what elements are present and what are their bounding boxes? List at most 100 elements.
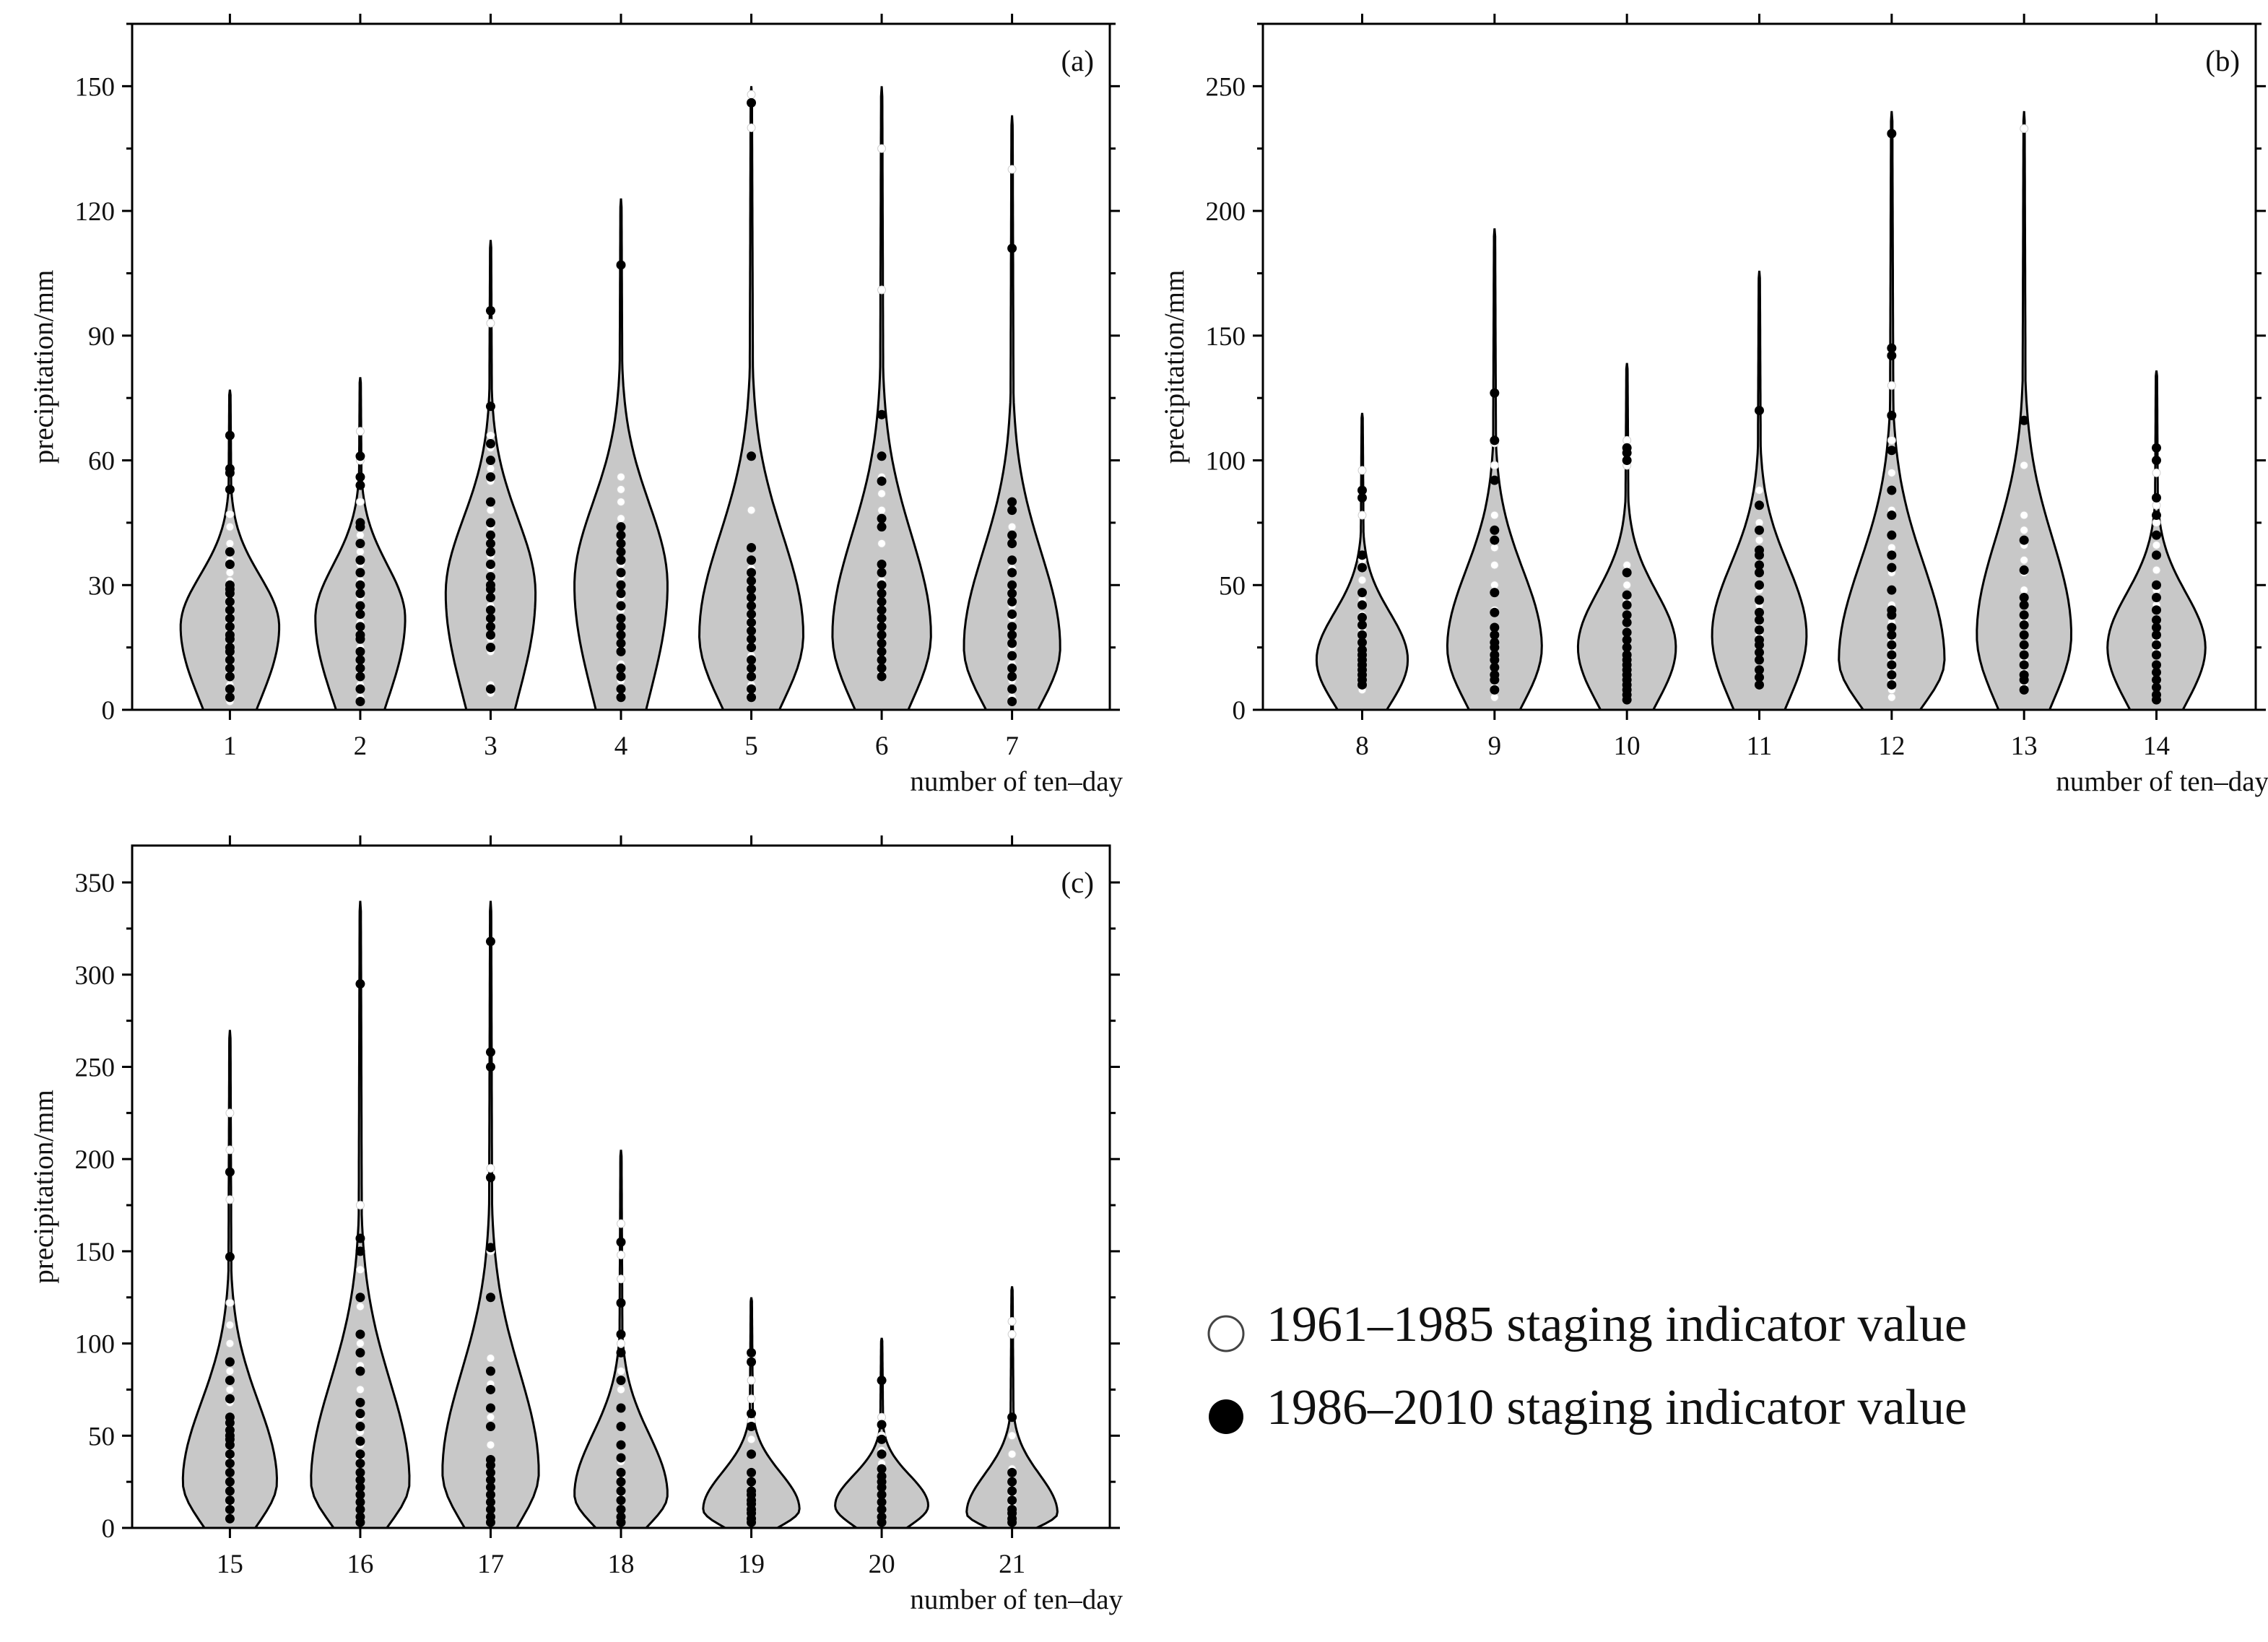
point-1961-1985	[355, 427, 365, 436]
point-1986-2010	[355, 555, 365, 565]
point-1986-2010	[1622, 617, 1632, 627]
point-1961-1985	[1007, 1449, 1017, 1459]
point-1961-1985	[225, 539, 235, 548]
point-1986-2010	[225, 605, 235, 615]
point-1986-2010	[1887, 550, 1897, 560]
point-1986-2010	[877, 580, 887, 590]
point-1986-2010	[485, 1475, 495, 1485]
panel-c: 0 50 100 150 200 250 300 350 15 16 17 18 19 20 21 preci…	[28, 835, 1123, 1615]
point-1986-2010	[747, 684, 757, 694]
point-1986-2010	[616, 1376, 626, 1386]
point-1986-2010	[1755, 525, 1764, 535]
point-1986-2010	[2152, 650, 2161, 660]
point-1986-2010	[225, 1394, 235, 1404]
point-1986-2010	[225, 655, 235, 665]
y-tick-label: 120	[75, 197, 116, 227]
point-1986-2010	[1755, 607, 1764, 617]
violin-12	[1838, 110, 1946, 711]
point-1986-2010	[355, 1293, 365, 1303]
point-1986-2010	[225, 1449, 235, 1459]
point-1961-1985	[486, 318, 495, 328]
point-1986-2010	[877, 513, 887, 524]
point-1986-2010	[225, 1504, 235, 1514]
y-tick-label: 100	[1206, 447, 1246, 477]
point-1986-2010	[2152, 640, 2161, 650]
x-tick-label: 17	[477, 1550, 504, 1579]
point-1961-1985	[2152, 565, 2161, 575]
point-1961-1985	[486, 1354, 495, 1363]
point-1986-2010	[225, 1486, 235, 1496]
point-1986-2010	[1887, 446, 1897, 456]
point-1986-2010	[1622, 600, 1632, 610]
point-1986-2010	[355, 646, 365, 656]
point-1986-2010	[355, 1436, 365, 1446]
point-1986-2010	[225, 596, 235, 607]
point-1986-2010	[747, 97, 757, 108]
point-1986-2010	[1007, 630, 1017, 640]
point-1986-2010	[225, 1513, 235, 1524]
point-1986-2010	[1887, 530, 1897, 540]
point-1986-2010	[616, 568, 626, 578]
point-1986-2010	[485, 630, 495, 640]
point-1986-2010	[877, 1420, 887, 1430]
panel-label: (c)	[1061, 866, 1094, 899]
point-1986-2010	[225, 1477, 235, 1487]
point-1986-2010	[877, 663, 887, 673]
point-1986-2010	[877, 605, 887, 615]
point-1986-2010	[485, 547, 495, 557]
point-1986-2010	[355, 480, 365, 490]
point-1986-2010	[747, 1357, 757, 1367]
point-1961-1985	[225, 1366, 235, 1376]
point-1986-2010	[2152, 530, 2161, 540]
point-1986-2010	[877, 568, 887, 578]
point-1961-1985	[1490, 511, 1499, 520]
point-1986-2010	[616, 1453, 626, 1463]
point-1986-2010	[1357, 550, 1367, 560]
point-1986-2010	[1357, 600, 1367, 610]
x-tick-label: 9	[1488, 731, 1502, 761]
point-1961-1985	[2020, 526, 2029, 535]
point-1961-1985	[877, 489, 887, 498]
point-1986-2010	[616, 1477, 626, 1487]
point-1986-2010	[877, 522, 887, 532]
point-1986-2010	[355, 1497, 365, 1507]
point-1986-2010	[355, 1482, 365, 1493]
point-1961-1985	[225, 568, 235, 577]
point-1986-2010	[616, 1467, 626, 1477]
y-tick-label: 150	[75, 1238, 116, 1267]
point-1986-2010	[747, 1449, 757, 1459]
point-1986-2010	[225, 430, 235, 440]
point-1986-2010	[1007, 555, 1017, 565]
point-1986-2010	[485, 518, 495, 528]
point-1961-1985	[225, 1298, 235, 1308]
point-1986-2010	[616, 555, 626, 565]
point-1961-1985	[617, 1219, 625, 1228]
point-1986-2010	[616, 1403, 626, 1413]
point-1986-2010	[225, 672, 235, 682]
point-1986-2010	[1755, 679, 1764, 690]
point-1986-2010	[2019, 630, 2029, 640]
x-tick-label: 4	[614, 731, 628, 761]
point-1961-1985	[1622, 435, 1632, 445]
point-1986-2010	[877, 588, 887, 599]
point-1986-2010	[1007, 588, 1017, 599]
point-1986-2010	[1007, 1467, 1017, 1477]
point-1986-2010	[2152, 580, 2161, 590]
point-1961-1985	[1357, 466, 1367, 475]
point-1986-2010	[355, 684, 365, 694]
point-1986-2010	[616, 646, 626, 656]
point-1986-2010	[747, 655, 757, 665]
y-axis-label: precipitation/mm	[1159, 270, 1190, 464]
point-1986-2010	[1490, 535, 1500, 545]
point-1986-2010	[877, 672, 887, 682]
point-1961-1985	[747, 505, 756, 515]
point-1961-1985	[1755, 486, 1764, 495]
point-1986-2010	[1755, 635, 1764, 645]
point-1986-2010	[485, 439, 495, 449]
point-1986-2010	[1007, 622, 1017, 632]
point-1986-2010	[1007, 1495, 1017, 1506]
point-1986-2010	[747, 593, 757, 603]
point-1986-2010	[1887, 670, 1897, 680]
y-tick-label: 90	[88, 322, 115, 352]
point-1986-2010	[485, 1366, 495, 1376]
